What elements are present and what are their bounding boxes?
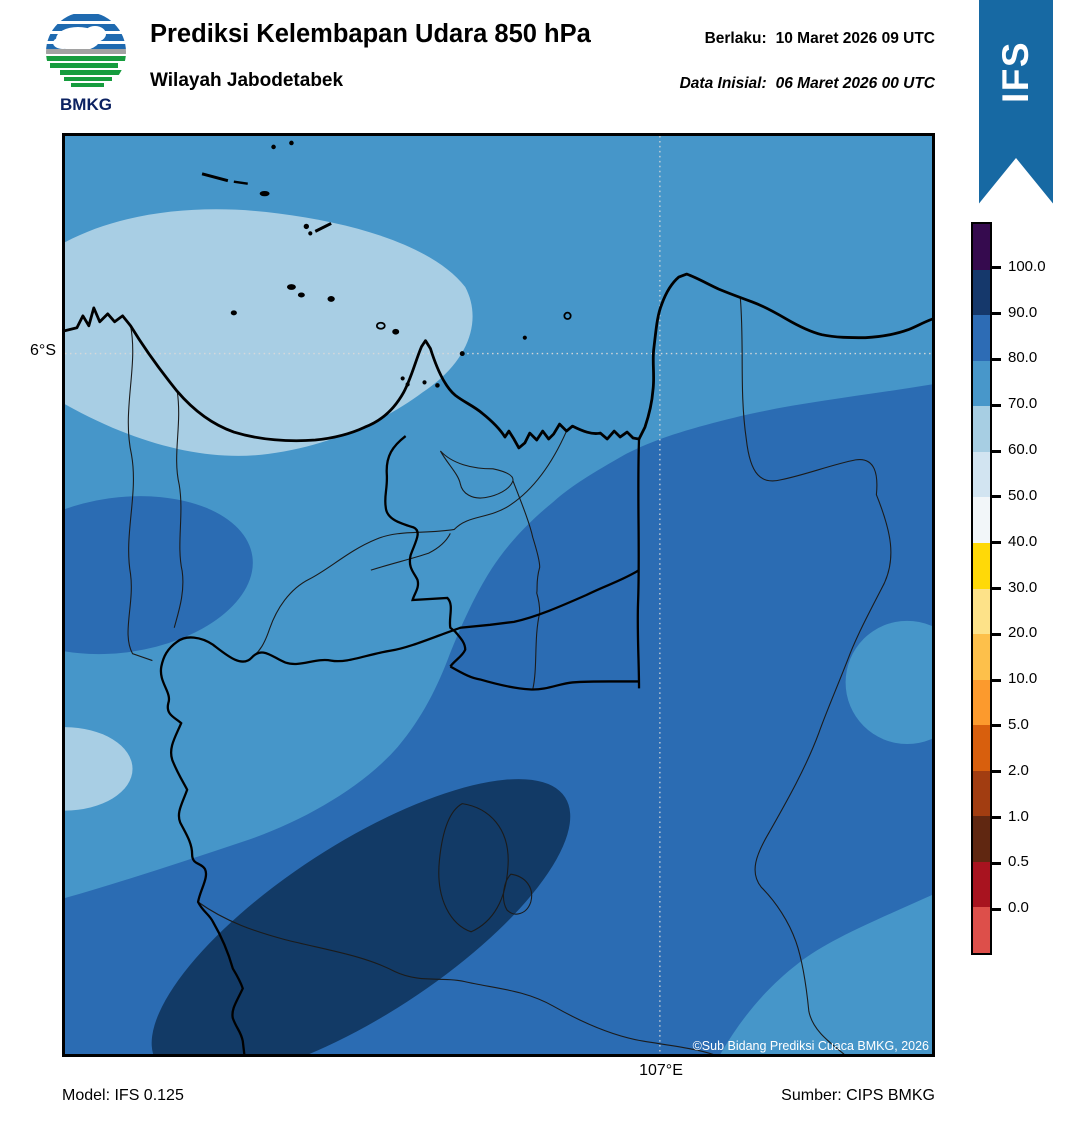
colorbar-tick-label: 0.5	[1008, 853, 1029, 871]
fill-rh-80-90-west-blob	[65, 496, 253, 655]
colorbar-segment	[973, 269, 990, 316]
humidity-map	[62, 133, 935, 1057]
colorbar-tick	[992, 266, 1001, 270]
colorbar-tick-label: 90.0	[1008, 303, 1038, 321]
fill-rh-70-80-east-pocket	[845, 620, 932, 745]
colorbar-tick	[992, 816, 1001, 820]
colorbar-tick-label: 40.0	[1008, 532, 1038, 550]
footer-source-text: Sumber: CIPS BMKG	[781, 1087, 935, 1104]
lon-axis-label: 107°E	[639, 1062, 683, 1079]
colorbar-segment	[973, 451, 990, 498]
colorbar-tick	[992, 770, 1001, 774]
colorbar-segment	[973, 542, 990, 589]
colorbar-tick	[992, 312, 1001, 316]
valid-time-value: 10 Maret 2026 09 UTC	[775, 30, 935, 47]
colorbar-tick	[992, 495, 1001, 499]
colorbar-segment	[973, 861, 990, 908]
colorbar-segment	[973, 679, 990, 726]
colorbar-tick-label: 100.0	[1008, 257, 1046, 275]
colorbar-tick	[992, 907, 1001, 911]
colorbar-tick	[992, 724, 1001, 728]
colorbar-tick	[992, 449, 1001, 453]
colorbar-tick-label: 0.0	[1008, 899, 1029, 917]
colorbar-tick	[992, 587, 1001, 590]
colorbar-tick-label: 30.0	[1008, 578, 1038, 596]
page-subtitle: Wilayah Jabodetabek	[150, 70, 344, 91]
fill-rh-60-70-north	[65, 209, 473, 456]
colorbar-tick	[992, 632, 1001, 636]
valid-time-label: Berlaku:	[704, 30, 767, 47]
colorbar-segment	[973, 497, 990, 543]
colorbar-segment	[973, 725, 990, 771]
fill-rh-90-100-core	[151, 779, 571, 1054]
fill-rh-60-70-west-pocket	[65, 727, 133, 811]
colorbar-tick-label: 70.0	[1008, 395, 1038, 413]
colorbar-segment	[973, 634, 990, 680]
initial-time: Data Inisial: 06 Maret 2026 00 UTC	[680, 75, 935, 93]
bmkg-logo: BMKG	[46, 12, 126, 114]
colorbar-tick-label: 60.0	[1008, 441, 1038, 459]
colorbar-tick	[992, 541, 1001, 545]
colorbar-segment	[973, 224, 990, 270]
colorbar-segment	[973, 770, 990, 817]
colorbar-tick-label: 2.0	[1008, 761, 1029, 779]
colorbar-segment	[973, 907, 990, 953]
colorbar-tick-label: 80.0	[1008, 349, 1038, 367]
fill-rh-70-80-se-corner	[720, 895, 932, 1054]
colorbar-tick-label: 10.0	[1008, 670, 1038, 688]
colorbar-ticks: 100.0 90.0 80.0 70.0 60.0 50.0 40.0 30.0 20.0 10.…	[992, 222, 1062, 955]
colorbar-tick-label: 20.0	[1008, 624, 1038, 642]
colorbar-bar	[971, 222, 992, 955]
initial-time-label: Data Inisial:	[679, 75, 767, 92]
valid-time: Berlaku: 10 Maret 2026 09 UTC	[705, 30, 935, 48]
colorbar-tick-label: 1.0	[1008, 807, 1029, 825]
model-ribbon-label: IFS	[995, 40, 1036, 104]
bmkg-logo-icon	[46, 12, 126, 92]
coastline	[65, 272, 932, 450]
colorbar-segment	[973, 588, 990, 635]
initial-time-value: 06 Maret 2026 00 UTC	[775, 75, 935, 92]
footer-model-text: Model: IFS 0.125	[62, 1087, 184, 1104]
colorbar-tick	[992, 357, 1001, 361]
regency-boundaries	[127, 297, 892, 1054]
colorbar-tick-label: 50.0	[1008, 486, 1038, 504]
colorbar-segment	[973, 360, 990, 407]
colorbar-tick	[992, 678, 1001, 682]
colorbar-tick	[992, 403, 1001, 407]
model-ribbon: IFS	[979, 0, 1053, 204]
page-title: Prediksi Kelembapan Udara 850 hPa	[150, 20, 591, 48]
colorbar-tick-label: 5.0	[1008, 715, 1029, 733]
islands	[201, 140, 572, 388]
province-boundaries	[159, 435, 641, 1054]
colorbar-segment	[973, 315, 990, 361]
colorbar-tick	[992, 861, 1001, 865]
colorbar-segment	[973, 406, 990, 452]
bmkg-logo-text: BMKG	[60, 95, 112, 114]
lat-axis-label: 6°S	[30, 342, 56, 359]
colorbar-segment	[973, 816, 990, 862]
